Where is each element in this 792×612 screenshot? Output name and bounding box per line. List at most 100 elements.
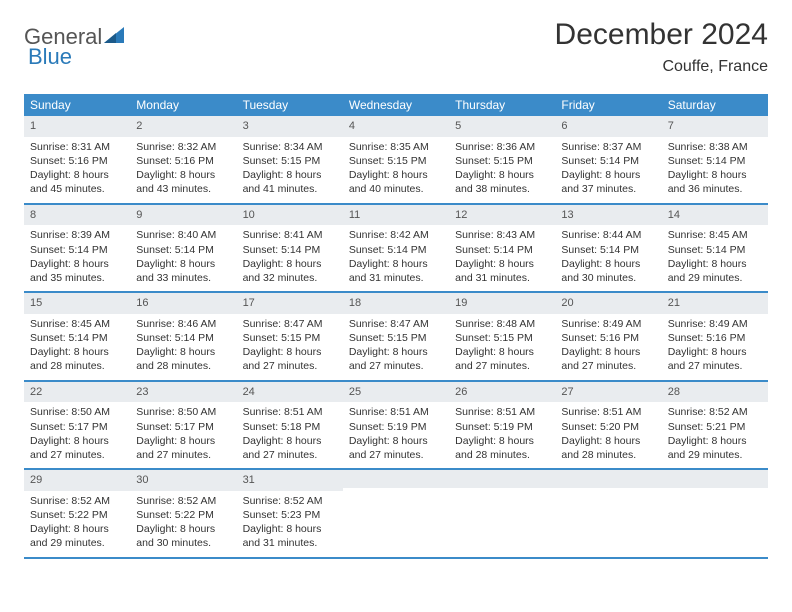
day-body: Sunrise: 8:49 AMSunset: 5:16 PMDaylight:… bbox=[662, 317, 768, 374]
sunset-text: Sunset: 5:16 PM bbox=[30, 154, 124, 168]
sunset-text: Sunset: 5:21 PM bbox=[668, 420, 762, 434]
daylight-text: Daylight: 8 hours bbox=[136, 168, 230, 182]
day-header: Thursday bbox=[449, 94, 555, 116]
day-body: Sunrise: 8:52 AMSunset: 5:22 PMDaylight:… bbox=[24, 494, 130, 551]
sunset-text: Sunset: 5:14 PM bbox=[668, 243, 762, 257]
sunrise-text: Sunrise: 8:42 AM bbox=[349, 228, 443, 242]
day-body: Sunrise: 8:50 AMSunset: 5:17 PMDaylight:… bbox=[130, 405, 236, 462]
day-body: Sunrise: 8:42 AMSunset: 5:14 PMDaylight:… bbox=[343, 228, 449, 285]
sunset-text: Sunset: 5:14 PM bbox=[243, 243, 337, 257]
day-cell: 6 Sunrise: 8:37 AMSunset: 5:14 PMDaylight… bbox=[555, 116, 661, 203]
daylight-text: and 31 minutes. bbox=[349, 271, 443, 285]
sunset-text: Sunset: 5:22 PM bbox=[30, 508, 124, 522]
day-cell: 25Sunrise: 8:51 AMSunset: 5:19 PMDayligh… bbox=[343, 382, 449, 469]
day-body: Sunrise: 8:47 AMSunset: 5:15 PMDaylight:… bbox=[343, 317, 449, 374]
daylight-text: Daylight: 8 hours bbox=[561, 345, 655, 359]
day-cell: 7Sunrise: 8:38 AMSunset: 5:14 PMDaylight… bbox=[662, 116, 768, 203]
daylight-text: and 28 minutes. bbox=[136, 359, 230, 373]
day-number: 30 bbox=[130, 470, 236, 491]
sunrise-text: Sunrise: 8:49 AM bbox=[561, 317, 655, 331]
day-body: Sunrise: 8:37 AMSunset: 5:14 PMDaylight:… bbox=[555, 140, 661, 197]
daylight-text: and 35 minutes. bbox=[30, 271, 124, 285]
day-body: Sunrise: 8:41 AMSunset: 5:14 PMDaylight:… bbox=[237, 228, 343, 285]
sunset-text: Sunset: 5:20 PM bbox=[561, 420, 655, 434]
sunrise-text: Sunrise: 8:36 AM bbox=[455, 140, 549, 154]
day-number bbox=[449, 470, 555, 488]
sunrise-text: Sunrise: 8:46 AM bbox=[136, 317, 230, 331]
day-number bbox=[555, 470, 661, 488]
day-cell: 16Sunrise: 8:46 AMSunset: 5:14 PMDayligh… bbox=[130, 293, 236, 380]
day-number: 3 bbox=[237, 116, 343, 137]
day-body: Sunrise: 8:34 AMSunset: 5:15 PMDaylight:… bbox=[237, 140, 343, 197]
day-body bbox=[555, 491, 661, 539]
daylight-text: Daylight: 8 hours bbox=[243, 522, 337, 536]
day-cell: 11Sunrise: 8:42 AMSunset: 5:14 PMDayligh… bbox=[343, 205, 449, 292]
daylight-text: and 31 minutes. bbox=[455, 271, 549, 285]
daylight-text: and 29 minutes. bbox=[668, 448, 762, 462]
sunrise-text: Sunrise: 8:50 AM bbox=[30, 405, 124, 419]
day-number: 6 bbox=[555, 116, 661, 137]
day-number: 8 bbox=[24, 205, 130, 226]
day-cell: 17Sunrise: 8:47 AMSunset: 5:15 PMDayligh… bbox=[237, 293, 343, 380]
day-cell: 14Sunrise: 8:45 AMSunset: 5:14 PMDayligh… bbox=[662, 205, 768, 292]
day-cell: 19Sunrise: 8:48 AMSunset: 5:15 PMDayligh… bbox=[449, 293, 555, 380]
daylight-text: Daylight: 8 hours bbox=[136, 345, 230, 359]
daylight-text: Daylight: 8 hours bbox=[243, 345, 337, 359]
daylight-text: and 27 minutes. bbox=[136, 448, 230, 462]
daylight-text: Daylight: 8 hours bbox=[243, 257, 337, 271]
sunset-text: Sunset: 5:15 PM bbox=[455, 154, 549, 168]
week-row: 8Sunrise: 8:39 AMSunset: 5:14 PMDaylight… bbox=[24, 205, 768, 294]
sunset-text: Sunset: 5:14 PM bbox=[30, 331, 124, 345]
weeks-container: 1Sunrise: 8:31 AMSunset: 5:16 PMDaylight… bbox=[24, 116, 768, 559]
daylight-text: and 38 minutes. bbox=[455, 182, 549, 196]
day-number: 24 bbox=[237, 382, 343, 403]
daylight-text: and 36 minutes. bbox=[668, 182, 762, 196]
daylight-text: Daylight: 8 hours bbox=[668, 257, 762, 271]
day-number: 27 bbox=[555, 382, 661, 403]
daylight-text: and 43 minutes. bbox=[136, 182, 230, 196]
day-body: Sunrise: 8:51 AMSunset: 5:19 PMDaylight:… bbox=[343, 405, 449, 462]
day-number: 28 bbox=[662, 382, 768, 403]
day-body: Sunrise: 8:43 AMSunset: 5:14 PMDaylight:… bbox=[449, 228, 555, 285]
sunset-text: Sunset: 5:16 PM bbox=[136, 154, 230, 168]
daylight-text: Daylight: 8 hours bbox=[455, 168, 549, 182]
logo-text-blue: Blue bbox=[28, 44, 72, 69]
day-header: Sunday bbox=[24, 94, 130, 116]
sunrise-text: Sunrise: 8:51 AM bbox=[561, 405, 655, 419]
day-body: Sunrise: 8:39 AMSunset: 5:14 PMDaylight:… bbox=[24, 228, 130, 285]
day-header: Wednesday bbox=[343, 94, 449, 116]
daylight-text: Daylight: 8 hours bbox=[30, 168, 124, 182]
sunset-text: Sunset: 5:15 PM bbox=[243, 154, 337, 168]
daylight-text: and 27 minutes. bbox=[243, 359, 337, 373]
daylight-text: Daylight: 8 hours bbox=[30, 522, 124, 536]
sunrise-text: Sunrise: 8:52 AM bbox=[30, 494, 124, 508]
sunset-text: Sunset: 5:18 PM bbox=[243, 420, 337, 434]
calendar: Sunday Monday Tuesday Wednesday Thursday… bbox=[24, 94, 768, 559]
day-body: Sunrise: 8:48 AMSunset: 5:15 PMDaylight:… bbox=[449, 317, 555, 374]
sunrise-text: Sunrise: 8:32 AM bbox=[136, 140, 230, 154]
sunrise-text: Sunrise: 8:52 AM bbox=[668, 405, 762, 419]
daylight-text: and 45 minutes. bbox=[30, 182, 124, 196]
day-cell: 20Sunrise: 8:49 AMSunset: 5:16 PMDayligh… bbox=[555, 293, 661, 380]
day-number: 13 bbox=[555, 205, 661, 226]
day-cell bbox=[555, 470, 661, 557]
day-body: Sunrise: 8:49 AMSunset: 5:16 PMDaylight:… bbox=[555, 317, 661, 374]
day-body bbox=[662, 491, 768, 539]
sunset-text: Sunset: 5:19 PM bbox=[455, 420, 549, 434]
day-cell: 22Sunrise: 8:50 AMSunset: 5:17 PMDayligh… bbox=[24, 382, 130, 469]
day-cell: 15Sunrise: 8:45 AMSunset: 5:14 PMDayligh… bbox=[24, 293, 130, 380]
daylight-text: and 28 minutes. bbox=[561, 448, 655, 462]
day-body: Sunrise: 8:52 AMSunset: 5:22 PMDaylight:… bbox=[130, 494, 236, 551]
sunrise-text: Sunrise: 8:51 AM bbox=[243, 405, 337, 419]
day-cell: 28Sunrise: 8:52 AMSunset: 5:21 PMDayligh… bbox=[662, 382, 768, 469]
sunrise-text: Sunrise: 8:35 AM bbox=[349, 140, 443, 154]
daylight-text: Daylight: 8 hours bbox=[30, 257, 124, 271]
daylight-text: and 27 minutes. bbox=[455, 359, 549, 373]
day-cell: 5Sunrise: 8:36 AMSunset: 5:15 PMDaylight… bbox=[449, 116, 555, 203]
sunset-text: Sunset: 5:23 PM bbox=[243, 508, 337, 522]
day-body: Sunrise: 8:46 AMSunset: 5:14 PMDaylight:… bbox=[130, 317, 236, 374]
daylight-text: and 33 minutes. bbox=[136, 271, 230, 285]
sunrise-text: Sunrise: 8:43 AM bbox=[455, 228, 549, 242]
daylight-text: and 30 minutes. bbox=[561, 271, 655, 285]
day-cell: 12Sunrise: 8:43 AMSunset: 5:14 PMDayligh… bbox=[449, 205, 555, 292]
